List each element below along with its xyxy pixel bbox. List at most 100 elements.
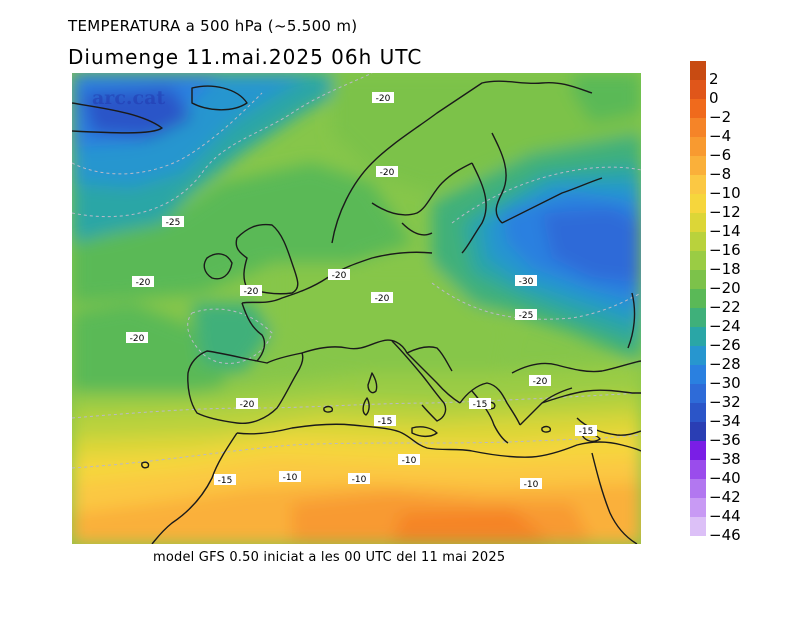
colorbar-label: −2 — [709, 108, 732, 126]
contour-label: -10 — [520, 478, 542, 490]
colorbar-label: −6 — [709, 146, 732, 164]
svg-text:-20: -20 — [380, 168, 395, 178]
svg-text:-15: -15 — [473, 400, 488, 410]
colorbar-swatch — [690, 346, 706, 365]
colorbar-swatch — [690, 194, 706, 213]
colorbar-swatch — [690, 61, 706, 80]
svg-text:-20: -20 — [240, 400, 255, 410]
colorbar-swatch — [690, 137, 706, 156]
colorbar-label: −36 — [709, 431, 741, 449]
svg-text:-10: -10 — [352, 475, 367, 485]
contour-label: -30 — [515, 275, 537, 287]
temperature-map: -20 -20 -25 -20 -20 -20 -20 -30 -25 -20 … — [72, 73, 641, 544]
contour-label: -20 — [328, 269, 350, 281]
colorbar-swatch — [690, 175, 706, 194]
colorbar-swatch — [690, 327, 706, 346]
contour-label: -20 — [372, 92, 394, 104]
contour-label: -15 — [575, 425, 597, 437]
contour-label: -20 — [529, 375, 551, 387]
colorbar-swatch — [690, 289, 706, 308]
svg-text:-25: -25 — [519, 311, 534, 321]
coastlines — [72, 80, 641, 544]
colorbar-label: 2 — [709, 70, 719, 88]
isotherm-lines — [72, 73, 641, 469]
colorbar-swatch — [690, 251, 706, 270]
colorbar-label: −46 — [709, 526, 741, 544]
colorbar-swatch — [690, 232, 706, 251]
svg-text:-20: -20 — [375, 294, 390, 304]
chart-datetime: Diumenge 11.mai.2025 06h UTC — [68, 45, 423, 69]
colorbar-swatch — [690, 80, 706, 99]
contour-label: -20 — [240, 285, 262, 297]
contour-label: -25 — [162, 216, 184, 228]
colorbar-swatch — [690, 99, 706, 118]
contour-labels: -20 -20 -25 -20 -20 -20 -20 -30 -25 -20 … — [126, 92, 597, 490]
contour-label: -15 — [469, 398, 491, 410]
colorbar-label: −24 — [709, 317, 741, 335]
contour-label: -20 — [126, 332, 148, 344]
svg-text:-15: -15 — [579, 427, 594, 437]
contour-label: -20 — [371, 292, 393, 304]
colorbar-label: 0 — [709, 89, 719, 107]
colorbar-label: −8 — [709, 165, 732, 183]
colorbar-label: −4 — [709, 127, 732, 145]
colorbar-swatch — [690, 403, 706, 422]
contour-label: -25 — [515, 309, 537, 321]
colorbar-label: −12 — [709, 203, 741, 221]
colorbar-label: −28 — [709, 355, 741, 373]
chart-title: TEMPERATURA a 500 hPa (~5.500 m) — [68, 17, 358, 35]
svg-text:-20: -20 — [332, 271, 347, 281]
svg-text:-15: -15 — [378, 417, 393, 427]
contour-label: -20 — [132, 276, 154, 288]
colorbar — [690, 61, 706, 536]
svg-text:-10: -10 — [402, 456, 417, 466]
colorbar-swatch — [690, 156, 706, 175]
colorbar-label: −18 — [709, 260, 741, 278]
svg-text:-10: -10 — [524, 480, 539, 490]
colorbar-label: −20 — [709, 279, 741, 297]
svg-text:-15: -15 — [218, 476, 233, 486]
colorbar-label: −40 — [709, 469, 741, 487]
colorbar-label: −32 — [709, 393, 741, 411]
svg-text:-20: -20 — [376, 94, 391, 104]
svg-text:-25: -25 — [166, 218, 181, 228]
colorbar-label: −22 — [709, 298, 741, 316]
colorbar-label: −34 — [709, 412, 741, 430]
colorbar-swatch — [690, 384, 706, 403]
colorbar-swatch — [690, 479, 706, 498]
colorbar-label: −42 — [709, 488, 741, 506]
colorbar-swatch — [690, 118, 706, 137]
contour-label: -10 — [279, 471, 301, 483]
contour-label: -15 — [214, 474, 236, 486]
colorbar-swatch — [690, 422, 706, 441]
colorbar-swatch — [690, 460, 706, 479]
svg-text:-20: -20 — [130, 334, 145, 344]
colorbar-label: −26 — [709, 336, 741, 354]
contour-label: -15 — [374, 415, 396, 427]
contour-label: -10 — [348, 473, 370, 485]
colorbar-label: −38 — [709, 450, 741, 468]
colorbar-swatch — [690, 213, 706, 232]
model-caption: model GFS 0.50 iniciat a les 00 UTC del … — [153, 550, 506, 565]
svg-text:-20: -20 — [244, 287, 259, 297]
colorbar-label: −44 — [709, 507, 741, 525]
colorbar-label: −30 — [709, 374, 741, 392]
colorbar-label: −16 — [709, 241, 741, 259]
svg-text:-20: -20 — [136, 278, 151, 288]
colorbar-swatch — [690, 441, 706, 460]
svg-text:-10: -10 — [283, 473, 298, 483]
colorbar-swatch — [690, 365, 706, 384]
colorbar-swatch — [690, 308, 706, 327]
contour-label: -10 — [398, 454, 420, 466]
svg-text:-30: -30 — [519, 277, 534, 287]
colorbar-swatch — [690, 270, 706, 289]
svg-text:-20: -20 — [533, 377, 548, 387]
colorbar-swatch — [690, 498, 706, 517]
contour-label: -20 — [236, 398, 258, 410]
map-canvas: -20 -20 -25 -20 -20 -20 -20 -30 -25 -20 … — [72, 73, 641, 544]
colorbar-label: −10 — [709, 184, 741, 202]
colorbar-swatch — [690, 517, 706, 536]
contour-label: -20 — [376, 166, 398, 178]
watermark-logo: arc.cat — [92, 87, 166, 109]
colorbar-label: −14 — [709, 222, 741, 240]
